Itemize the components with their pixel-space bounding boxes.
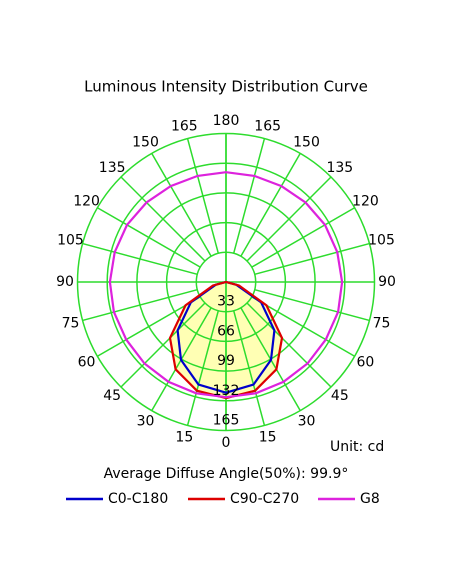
angle-label: 60 <box>357 355 375 371</box>
curve <box>108 171 344 399</box>
chart-title: Luminous Intensity Distribution Curve <box>84 78 368 96</box>
grid-spoke <box>82 242 198 276</box>
grid-spoke <box>251 296 355 357</box>
unit-label: Unit: cd <box>330 439 384 455</box>
angle-label: 30 <box>298 413 316 429</box>
curve <box>168 280 284 400</box>
grid-spoke <box>232 310 266 426</box>
angle-label: 60 <box>78 355 96 371</box>
grid-spoke <box>82 288 198 322</box>
angle-label: 0 <box>222 435 231 451</box>
r-tick-label: 165 <box>213 413 240 429</box>
angle-label: 75 <box>373 316 391 332</box>
grid-spoke <box>246 302 332 388</box>
r-tick-label: 132 <box>213 383 240 399</box>
angle-label: 75 <box>62 316 80 332</box>
grid-spoke <box>186 138 220 254</box>
angle-label: 135 <box>326 160 353 176</box>
grid-spoke <box>232 138 266 254</box>
angle-label: 120 <box>73 194 100 210</box>
grid-spoke <box>97 296 201 357</box>
legend-label: G8 <box>360 491 380 507</box>
angle-label: 150 <box>293 135 320 151</box>
angle-label: 180 <box>213 113 240 129</box>
annotation: Average Diffuse Angle(50%): 99.9° <box>104 466 349 482</box>
angle-label: 90 <box>56 274 74 290</box>
angle-label: 90 <box>378 274 396 290</box>
angle-label: 45 <box>331 388 349 404</box>
grid-spoke <box>254 242 370 276</box>
grid-spoke <box>151 153 212 257</box>
angle-label: 15 <box>175 430 193 446</box>
grid-spoke <box>120 302 206 388</box>
grid-spoke <box>240 153 301 257</box>
r-tick-label: 66 <box>217 323 235 339</box>
legend-label: C0-C180 <box>108 491 168 507</box>
angle-label: 30 <box>137 413 155 429</box>
grid-spoke <box>251 207 355 268</box>
angle-label: 165 <box>254 118 281 134</box>
legend-label: C90-C270 <box>230 491 299 507</box>
grid-spoke <box>254 288 370 322</box>
angle-label: 150 <box>132 135 159 151</box>
angle-label: 45 <box>103 388 121 404</box>
r-tick-label: 99 <box>217 353 235 369</box>
grid-spoke <box>120 176 206 262</box>
angle-label: 15 <box>259 430 277 446</box>
grid-spoke <box>246 176 332 262</box>
angle-label: 135 <box>99 160 126 176</box>
angle-label: 165 <box>171 118 198 134</box>
angle-label: 120 <box>352 194 379 210</box>
grid-spoke <box>97 207 201 268</box>
angle-label: 105 <box>57 232 84 248</box>
r-tick-label: 33 <box>217 294 235 310</box>
angle-label: 105 <box>368 232 395 248</box>
grid-spoke <box>186 310 220 426</box>
